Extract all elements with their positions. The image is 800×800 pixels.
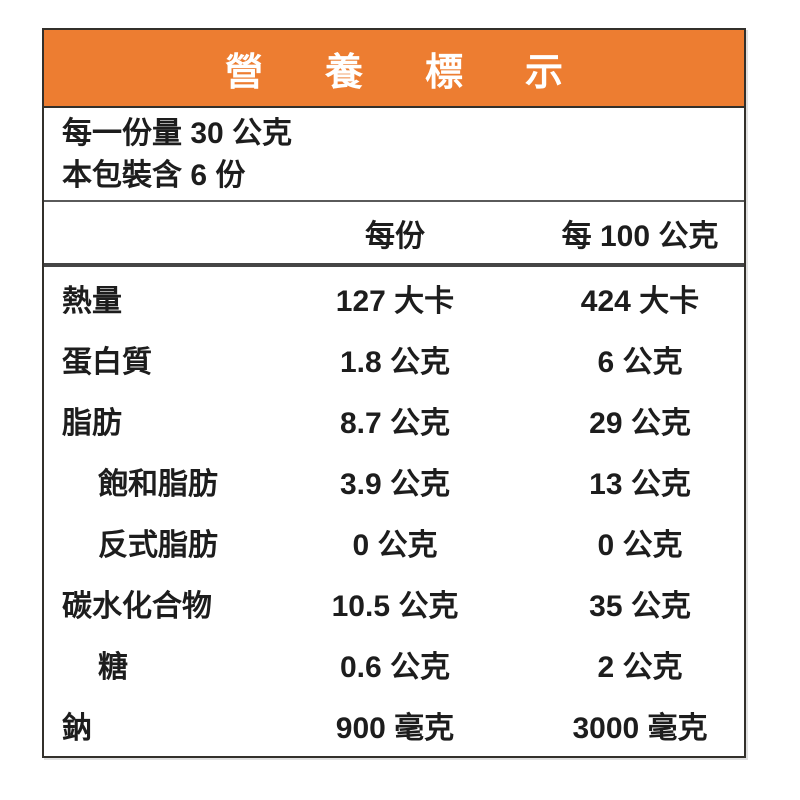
table-row: 蛋白質 1.8 公克 6 公克 bbox=[44, 328, 744, 389]
table-row: 飽和脂肪 3.9 公克 13 公克 bbox=[44, 450, 744, 511]
nutrient-per-100g: 3000 毫克 bbox=[572, 712, 708, 746]
table-row: 熱量 127 大卡 424 大卡 bbox=[44, 267, 744, 328]
nutrient-name: 飽和脂肪 bbox=[98, 467, 218, 501]
nutrient-per-serving: 900 毫克 bbox=[335, 712, 455, 746]
nutrient-name: 熱量 bbox=[62, 284, 122, 318]
table-row: 脂肪 8.7 公克 29 公克 bbox=[44, 389, 744, 450]
nutrient-per-serving: 1.8 公克 bbox=[339, 345, 451, 379]
nutrient-per-100g: 2 公克 bbox=[597, 651, 683, 685]
nutrient-name: 糖 bbox=[98, 651, 128, 685]
nutrient-per-serving: 10.5 公克 bbox=[331, 590, 459, 624]
servings-per-package-line: 本包裝含 6 份 bbox=[62, 159, 246, 192]
nutrient-per-serving: 0 公克 bbox=[352, 529, 438, 563]
serving-info: 每一份量 30 公克 本包裝含 6 份 bbox=[44, 108, 744, 202]
column-header-per-serving: 每份 bbox=[365, 219, 425, 253]
nutrient-name: 鈉 bbox=[62, 712, 92, 746]
nutrient-per-serving: 3.9 公克 bbox=[339, 467, 451, 501]
label-title: 營養標示 bbox=[224, 51, 625, 94]
nutrient-per-serving: 8.7 公克 bbox=[339, 406, 451, 440]
nutrition-label: 營養標示 每一份量 30 公克 本包裝含 6 份 每份 每 100 公克 熱量 … bbox=[42, 28, 746, 758]
nutrient-name: 蛋白質 bbox=[62, 345, 152, 379]
nutrient-name: 碳水化合物 bbox=[62, 590, 212, 624]
table-row: 碳水化合物 10.5 公克 35 公克 bbox=[44, 573, 744, 634]
table-row: 反式脂肪 0 公克 0 公克 bbox=[44, 512, 744, 573]
nutrient-per-100g: 13 公克 bbox=[589, 467, 691, 501]
table-row: 糖 0.6 公克 2 公克 bbox=[44, 634, 744, 695]
nutrient-per-serving: 127 大卡 bbox=[335, 284, 455, 318]
nutrient-per-100g: 29 公克 bbox=[589, 406, 691, 440]
column-header-per-100g: 每 100 公克 bbox=[561, 219, 719, 253]
nutrient-per-100g: 35 公克 bbox=[589, 590, 691, 624]
nutrient-per-serving: 0.6 公克 bbox=[339, 651, 451, 685]
label-title-bar: 營養標示 bbox=[44, 30, 744, 108]
serving-size-line: 每一份量 30 公克 bbox=[62, 117, 293, 150]
nutrient-name: 反式脂肪 bbox=[98, 529, 218, 563]
table-row: 鈉 900 毫克 3000 毫克 bbox=[44, 695, 744, 756]
nutrient-rows: 熱量 127 大卡 424 大卡 蛋白質 1.8 公克 6 公克 脂肪 8.7 … bbox=[44, 267, 744, 756]
nutrient-per-100g: 6 公克 bbox=[597, 345, 683, 379]
nutrient-per-100g: 0 公克 bbox=[597, 529, 683, 563]
nutrient-name: 脂肪 bbox=[62, 406, 122, 440]
column-header-row: 每份 每 100 公克 bbox=[44, 202, 744, 267]
nutrient-per-100g: 424 大卡 bbox=[580, 284, 700, 318]
